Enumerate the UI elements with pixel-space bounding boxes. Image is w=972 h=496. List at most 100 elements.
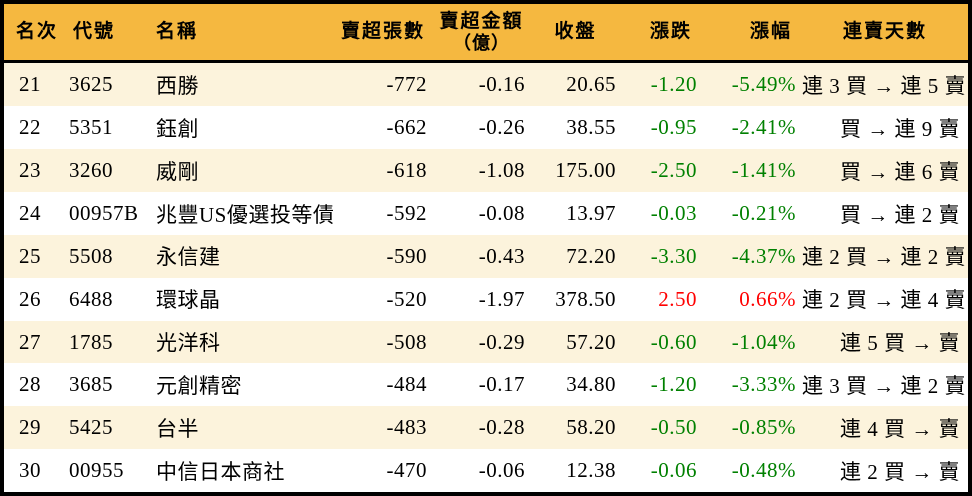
cell-streak: 連 2 買 → 賣 [840,459,960,484]
cell-code: 5351 [69,115,113,140]
cell-amount: -1.97 [478,286,525,311]
cell-change: -0.95 [650,115,697,140]
cell-code: 3260 [69,158,113,183]
cell-lots: -590 [386,243,427,268]
cell-rank: 25 [19,243,41,268]
cell-close: 34.80 [566,372,616,397]
header-label: 賣超金額 [439,10,524,32]
cell-lots: -772 [386,72,427,97]
cell-pct: -0.21% [731,201,796,226]
cell-amount: -0.26 [478,115,525,140]
cell-streak: 買 → 連 2 賣 [840,202,960,227]
cell-lots: -484 [386,372,427,397]
header-label: 代號 [73,21,116,43]
cell-code: 5425 [69,415,113,440]
header-rank: 名次 [4,4,60,63]
cell-amount: -0.29 [478,329,525,354]
cell-name: 威剛 [156,159,199,184]
cell-rank: 26 [19,286,41,311]
cell-name: 鈺創 [156,116,199,141]
cell-name: 永信建 [156,245,221,270]
cell-change: -3.30 [650,243,697,268]
table-row: 26 6488 環球晶 -520 -1.97 378.50 2.50 0.66% 連 2 買 →… [4,277,968,321]
cell-streak: 連 3 買 → 連 2 賣 [802,373,966,398]
table-row: 28 3685 元創精密 -484 -0.17 34.80 -1.20 -3.33% 連 3 買… [4,363,968,407]
cell-lots: -520 [386,286,427,311]
cell-rank: 27 [19,329,41,354]
cell-close: 38.55 [566,115,616,140]
table-row: 21 3625 西勝 -772 -0.16 20.65 -1.20 -5.49% 連 3 買 →… [4,61,968,107]
cell-close: 378.50 [555,286,616,311]
table-body: 21 3625 西勝 -772 -0.16 20.65 -1.20 -5.49% 連 3 買 →… [4,61,968,492]
cell-amount: -0.06 [478,458,525,483]
header-amount: 賣超金額 （億） [433,4,530,63]
cell-close: 20.65 [566,72,616,97]
table-row: 25 5508 永信建 -590 -0.43 72.20 -3.30 -4.37% 連 2 買 … [4,234,968,278]
cell-pct: -0.48% [731,458,796,483]
header-label: 名次 [16,21,59,43]
cell-change: -1.20 [650,72,697,97]
cell-change: -0.60 [650,329,697,354]
cell-pct: -3.33% [731,372,796,397]
table-row: 22 5351 鈺創 -662 -0.26 38.55 -0.95 -2.41% 買 → 連 9… [4,106,968,150]
cell-amount: -0.16 [478,72,525,97]
cell-change: -1.20 [650,372,697,397]
cell-code: 6488 [69,286,113,311]
header-name: 名稱 [145,4,315,63]
cell-streak: 連 2 買 → 連 2 賣 [802,245,966,270]
cell-streak: 連 4 買 → 賣 [840,416,960,441]
cell-code: 00955 [69,458,124,483]
cell-lots: -592 [386,201,427,226]
table-row: 29 5425 台半 -483 -0.28 58.20 -0.50 -0.85% 連 4 買 →… [4,406,968,450]
cell-close: 12.38 [566,458,616,483]
header-streak: 連賣天數 [802,4,968,63]
cell-rank: 24 [19,201,41,226]
header-close: 收盤 [530,4,621,63]
cell-name: 西勝 [156,73,199,98]
cell-pct: 0.66% [739,286,796,311]
table-row: 23 3260 威剛 -618 -1.08 175.00 -2.50 -1.41% 買 → 連 … [4,149,968,193]
cell-name: 環球晶 [156,288,221,313]
cell-pct: -0.85% [731,415,796,440]
cell-lots: -508 [386,329,427,354]
header-row: 名次 代號 名稱 賣超張數 賣超金額 （億） 收盤 漲跌 漲幅 連賣天數 [4,4,968,63]
cell-lots: -483 [386,415,427,440]
cell-amount: -0.08 [478,201,525,226]
cell-change: -0.06 [650,458,697,483]
cell-close: 13.97 [566,201,616,226]
header-lots: 賣超張數 [315,4,433,63]
cell-streak: 買 → 連 6 賣 [840,159,960,184]
cell-rank: 29 [19,415,41,440]
header-label-line2: （億） [453,32,510,53]
cell-name: 中信日本商社 [156,459,285,484]
header-label: 收盤 [554,21,597,43]
header-pct: 漲幅 [702,4,802,63]
cell-pct: -4.37% [731,243,796,268]
header-label: 名稱 [156,21,199,43]
cell-change: 2.50 [658,286,697,311]
cell-amount: -0.28 [478,415,525,440]
table-row: 24 00957B 兆豐US優選投等債 -592 -0.08 13.97 -0.03 -0.2… [4,192,968,235]
cell-rank: 21 [19,72,41,97]
cell-name: 光洋科 [156,331,221,356]
header-label: 連賣天數 [842,21,927,43]
header-change: 漲跌 [621,4,702,63]
cell-code: 5508 [69,243,113,268]
cell-close: 57.20 [566,329,616,354]
cell-code: 3685 [69,372,113,397]
cell-close: 175.00 [555,158,616,183]
cell-code: 1785 [69,329,113,354]
header-code: 代號 [60,4,145,63]
table-row: 27 1785 光洋科 -508 -0.29 57.20 -0.60 -1.04% 連 5 買 … [4,320,968,364]
cell-code: 00957B [69,201,139,226]
cell-close: 58.20 [566,415,616,440]
cell-lots: -618 [386,158,427,183]
cell-pct: -5.49% [731,72,796,97]
header-label: 漲幅 [749,21,792,43]
cell-name: 元創精密 [156,373,242,398]
cell-streak: 買 → 連 9 賣 [840,116,960,141]
cell-rank: 30 [19,458,41,483]
cell-rank: 23 [19,158,41,183]
cell-amount: -0.43 [478,243,525,268]
cell-pct: -1.04% [731,329,796,354]
